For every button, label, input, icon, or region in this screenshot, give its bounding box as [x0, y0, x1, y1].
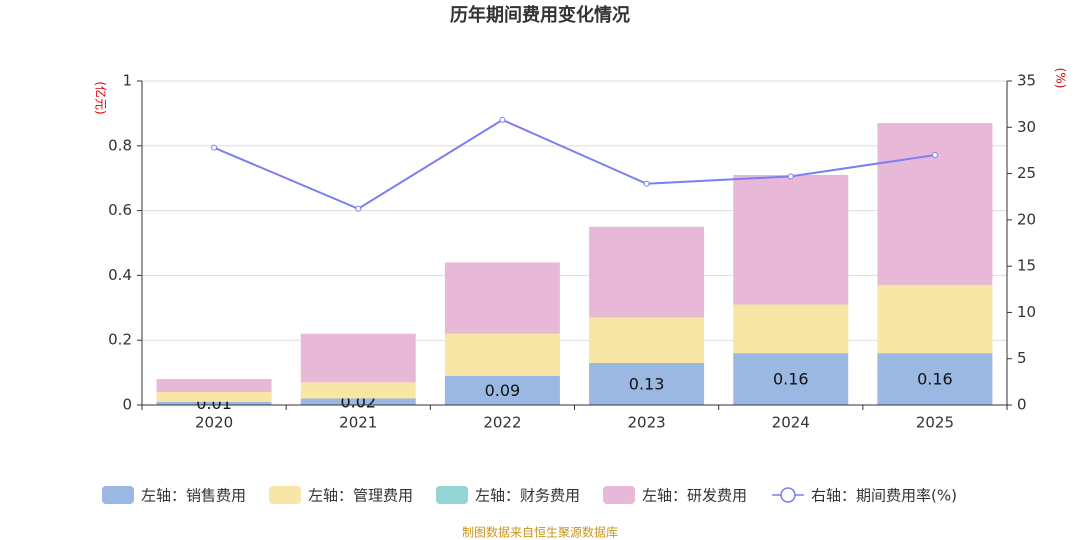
line-marker [355, 205, 362, 212]
y2-tick-label: 15 [1017, 257, 1036, 275]
legend-swatch [269, 486, 301, 504]
data-label: 0.16 [773, 370, 809, 389]
legend-swatch [436, 486, 468, 504]
y2-tick-label: 30 [1017, 118, 1036, 136]
x-tick-label: 2024 [772, 414, 810, 432]
y-tick-label: 0.8 [108, 136, 132, 154]
source-note: 制图数据来自恒生聚源数据库 [462, 525, 618, 540]
legend-swatch [603, 486, 635, 504]
bar-segment [877, 123, 993, 286]
legend-label: 左轴：研发费用 [642, 487, 747, 505]
bar-segment [877, 285, 993, 354]
bar-segment [733, 174, 849, 305]
legend-label: 左轴：销售费用 [141, 487, 246, 505]
y-tick-label: 1 [122, 72, 132, 90]
bar-segment [589, 226, 705, 318]
legend-label: 右轴：期间费用率(%) [811, 487, 957, 505]
bar-segment [300, 333, 416, 383]
bar-segment [300, 382, 416, 399]
x-tick-label: 2020 [195, 414, 233, 432]
bar-segment [444, 262, 560, 334]
bar-segment [444, 375, 560, 405]
y2-tick-label: 20 [1017, 210, 1036, 228]
x-tick-label: 2021 [339, 414, 377, 432]
bar-segment [156, 392, 272, 402]
bar-segment [300, 398, 416, 405]
legend-marker [780, 487, 796, 503]
y-tick-label: 0.4 [108, 266, 132, 284]
y2-tick-label: 10 [1017, 303, 1036, 321]
bar-segment [733, 353, 849, 405]
chart-title: 历年期间费用变化情况 [450, 4, 630, 26]
bar-segment [589, 362, 705, 405]
bar-segment [156, 379, 272, 393]
x-tick-label: 2022 [483, 414, 521, 432]
line-marker [931, 152, 938, 159]
data-label: 0.16 [917, 370, 953, 389]
legend-swatch [102, 486, 134, 504]
bar-segment [444, 333, 560, 376]
bar-segment [156, 401, 272, 405]
y2-tick-label: 5 [1017, 349, 1027, 367]
line-marker [787, 173, 794, 180]
bar-segment [589, 317, 705, 363]
y-tick-label: 0.2 [108, 331, 132, 349]
x-tick-label: 2025 [916, 414, 954, 432]
y2-tick-label: 35 [1017, 72, 1036, 90]
bar-segment [733, 304, 849, 354]
data-label: 0.09 [485, 381, 521, 400]
line-series [213, 118, 936, 210]
y-axis-label: (亿元) [94, 81, 109, 114]
y2-tick-label: 25 [1017, 164, 1036, 182]
legend-label: 左轴：财务费用 [475, 487, 580, 505]
line-marker [211, 144, 218, 151]
y2-axis-label: (%) [1054, 68, 1068, 89]
data-label: 0.13 [629, 374, 665, 393]
y-tick-label: 0.6 [108, 201, 132, 219]
y2-tick-label: 0 [1017, 396, 1027, 414]
y-tick-label: 0 [122, 396, 132, 414]
bar-segment [877, 353, 993, 405]
legend-label: 左轴：管理费用 [308, 487, 413, 505]
x-tick-label: 2023 [627, 414, 665, 432]
line-marker [499, 116, 506, 123]
line-marker [643, 180, 650, 187]
